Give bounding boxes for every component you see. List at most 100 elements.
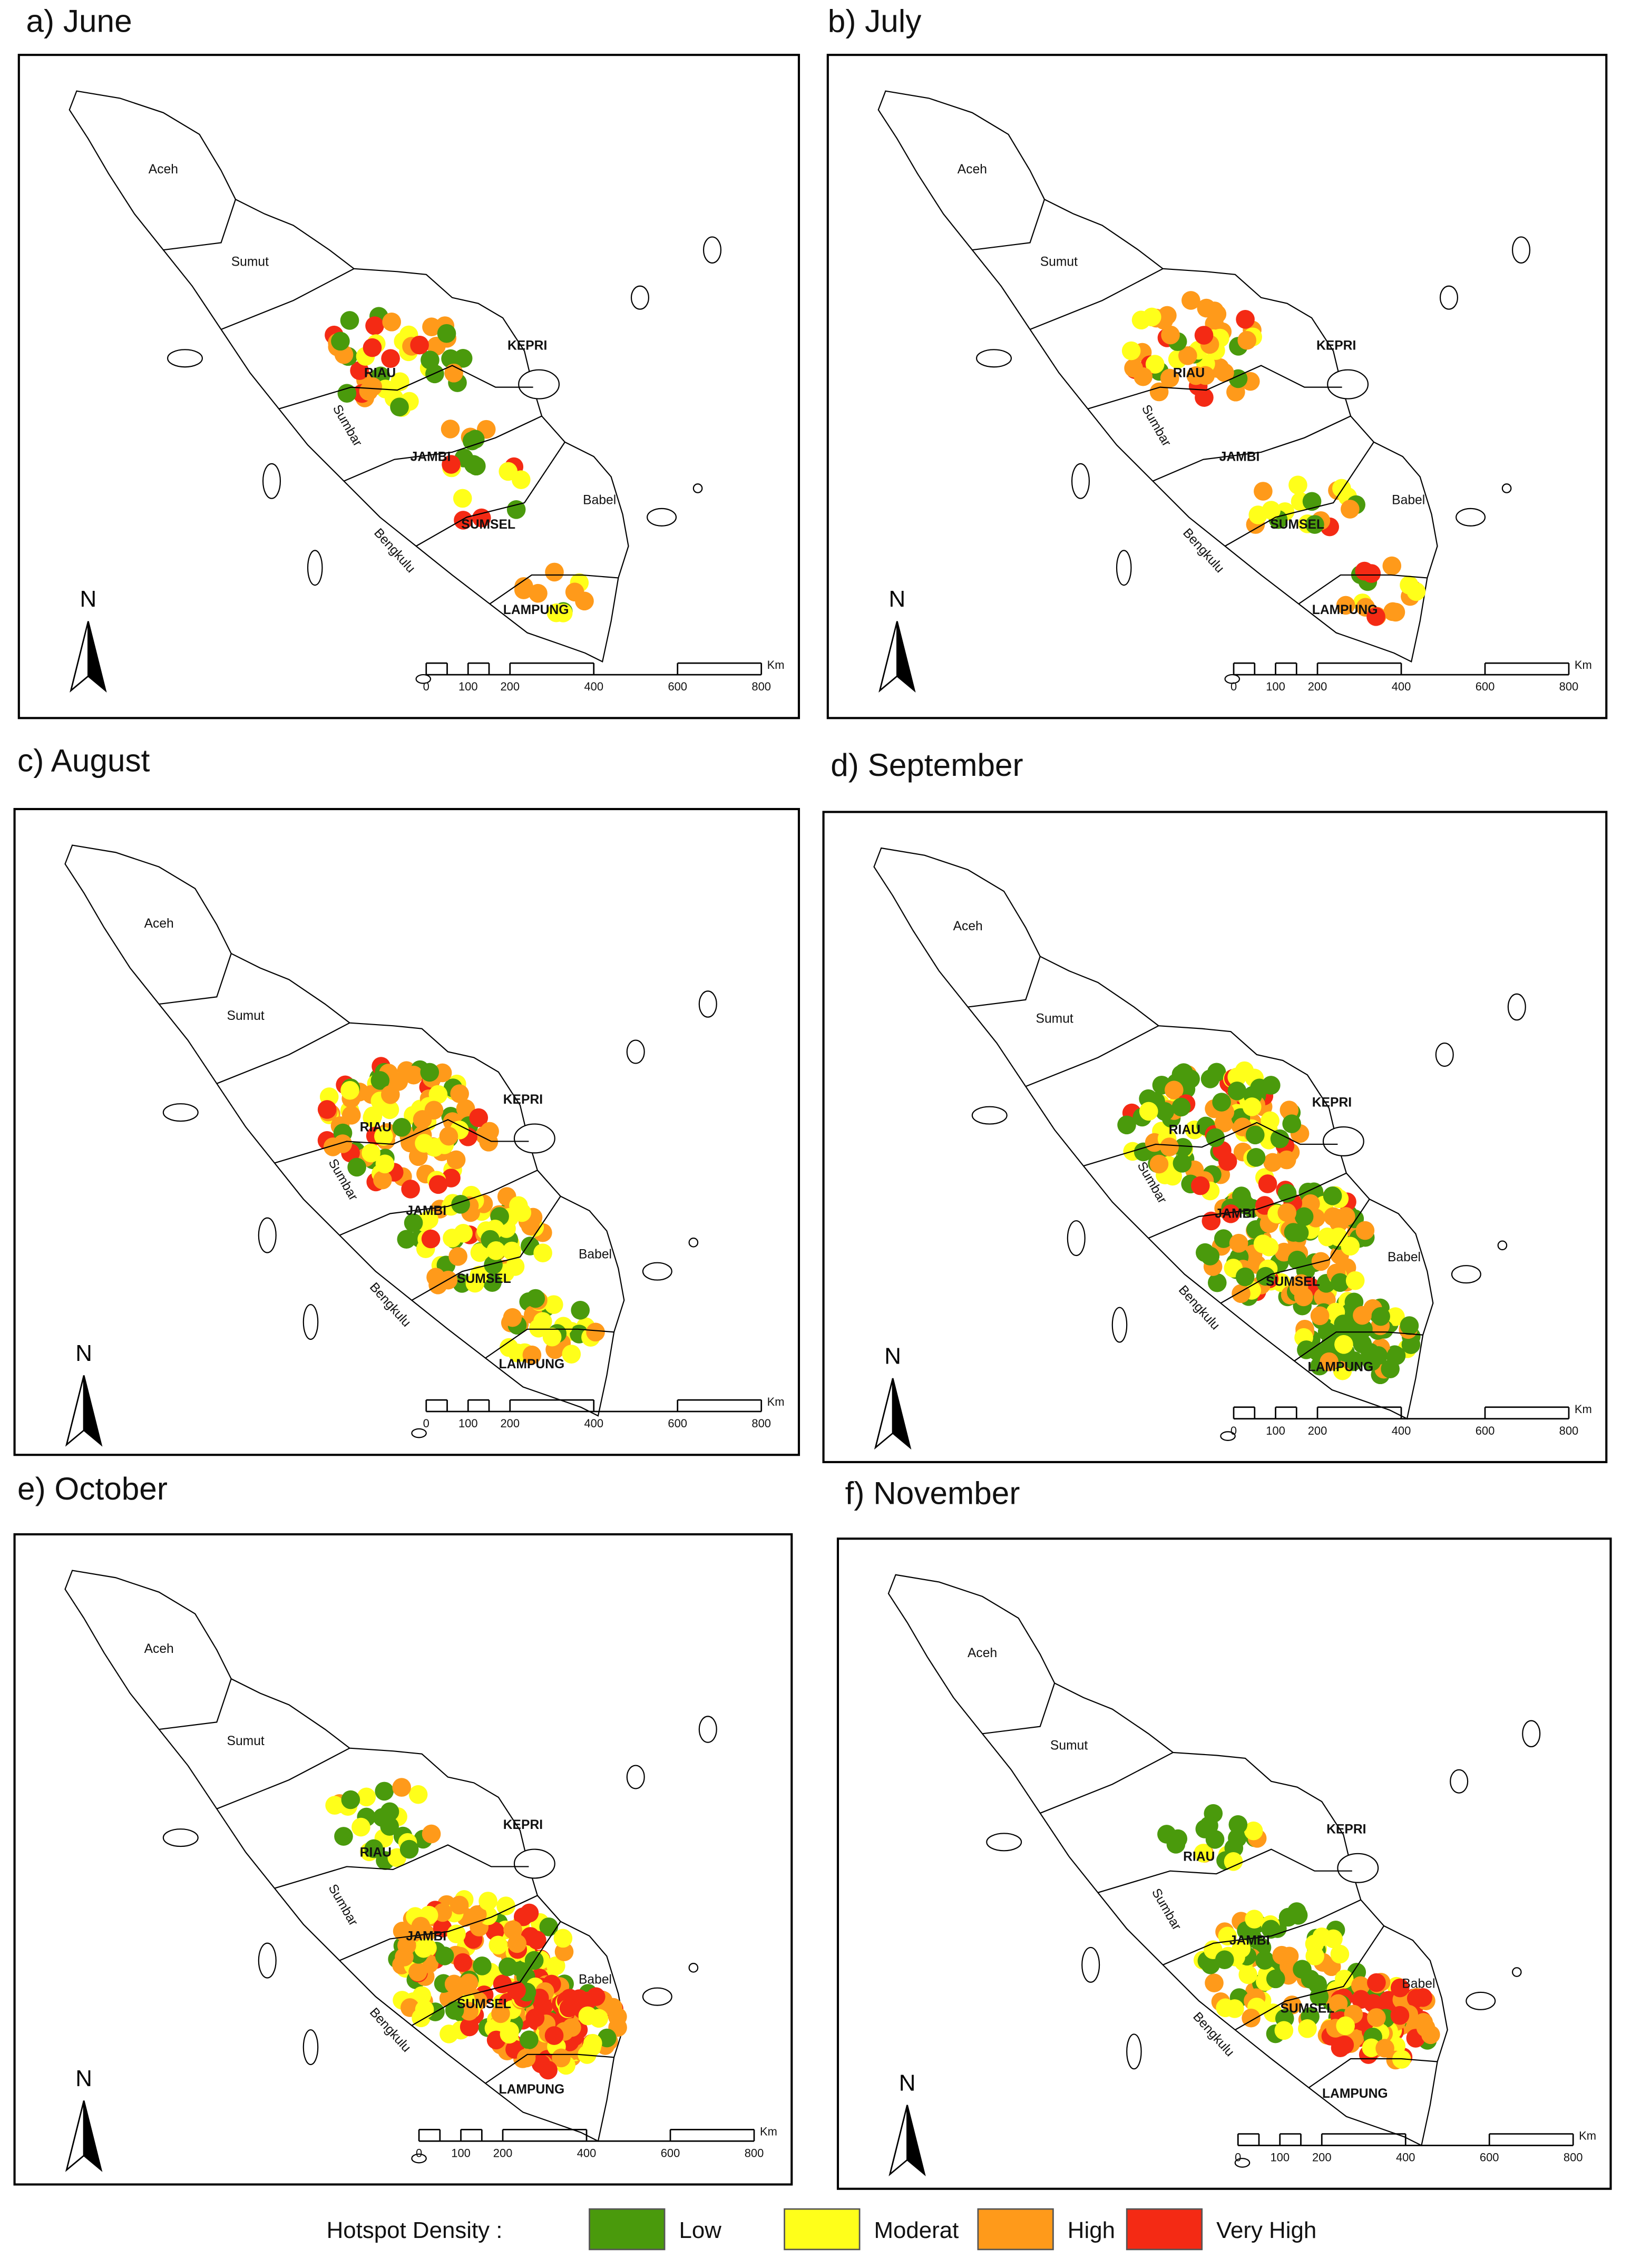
hotspot	[1245, 1910, 1264, 1929]
small-island	[976, 349, 1012, 368]
hotspot	[433, 1903, 452, 1922]
hotspot	[1336, 596, 1355, 615]
hotspot	[1165, 1081, 1184, 1099]
hotspot	[1379, 1991, 1398, 2010]
hotspot	[507, 1981, 526, 2000]
small-island	[971, 1106, 1008, 1125]
hotspot	[1263, 1153, 1282, 1172]
map-panel: AcehSumutRIAUKEPRISumbarJAMBIBabelSUMSEL…	[17, 54, 800, 719]
hotspot	[544, 2026, 564, 2045]
hotspot	[1390, 2006, 1410, 2025]
hotspot	[1401, 1335, 1421, 1354]
hotspot	[544, 1295, 563, 1314]
hotspot	[1305, 515, 1324, 534]
hotspot	[399, 1839, 419, 1859]
small-island	[1234, 2158, 1251, 2168]
hotspot	[554, 1942, 574, 1961]
hotspot	[1206, 1128, 1225, 1147]
hotspot	[401, 1180, 420, 1199]
hotspot	[467, 1905, 487, 1924]
small-island	[692, 483, 703, 493]
north-arrow	[892, 1378, 912, 1450]
hotspot	[1171, 1097, 1191, 1117]
small-island	[1337, 1853, 1379, 1883]
province-border	[216, 1747, 350, 1809]
legend-swatch	[1126, 2208, 1203, 2251]
hotspot	[375, 1154, 395, 1174]
panel-title: b) July	[828, 3, 922, 38]
hotspot	[331, 332, 350, 351]
north-arrow	[906, 2105, 926, 2177]
hotspot	[428, 1175, 448, 1194]
hotspot	[1160, 368, 1179, 388]
region-label: JAMBI	[1215, 1207, 1255, 1221]
hotspot	[1375, 2039, 1394, 2058]
region-label: RIAU	[1169, 1123, 1200, 1137]
north-label: N	[80, 586, 97, 612]
north-label: N	[899, 2070, 916, 2096]
hotspot	[397, 1230, 416, 1249]
region-label: Sumut	[1036, 1012, 1073, 1026]
province-border	[1163, 1899, 1361, 1965]
province-border	[1083, 1122, 1338, 1167]
hotspot	[1181, 291, 1200, 310]
hotspot	[598, 2028, 617, 2048]
hotspot	[1200, 1247, 1220, 1266]
hotspot	[1329, 1994, 1348, 2013]
small-island	[1511, 236, 1531, 264]
province-border	[1235, 1925, 1385, 2031]
scale-label: 800	[751, 1417, 771, 1430]
hotspot	[460, 2002, 479, 2021]
small-island	[626, 1765, 645, 1789]
scale-label: 400	[1396, 2151, 1415, 2164]
scale-label: 400	[584, 680, 603, 693]
small-island	[702, 236, 722, 264]
hotspot	[450, 1895, 469, 1915]
hotspot	[553, 1929, 573, 1948]
hotspot	[1310, 1306, 1330, 1326]
region-label: Sumut	[227, 1734, 265, 1748]
hotspot	[1245, 1125, 1265, 1145]
map-panel: AcehSumutRIAUKEPRISumbarJAMBIBabelSUMSEL…	[836, 1537, 1612, 2190]
hotspot	[1386, 1346, 1406, 1365]
hotspot	[1277, 1184, 1297, 1203]
scale-unit: Km	[767, 658, 785, 671]
hotspot	[363, 1108, 382, 1127]
region-label: Babel	[1388, 1250, 1421, 1264]
province-border	[968, 956, 1041, 1008]
scale-label: 200	[493, 2146, 513, 2159]
hotspot	[1277, 1150, 1296, 1170]
region-label: KEPRI	[507, 338, 547, 353]
hotspot	[347, 1157, 366, 1177]
hotspot	[392, 1118, 412, 1137]
small-island	[1081, 1946, 1100, 1983]
province-border	[1040, 1751, 1174, 1814]
hotspot	[340, 311, 359, 330]
scale-unit: Km	[1575, 658, 1592, 671]
region-label: KEPRI	[1316, 338, 1356, 353]
hotspot	[460, 2017, 479, 2037]
small-island	[986, 1833, 1022, 1852]
hotspot	[362, 1143, 380, 1163]
hotspot	[505, 1257, 525, 1276]
hotspot	[578, 2045, 597, 2064]
hotspot	[1305, 1946, 1324, 1965]
hotspot	[447, 1924, 466, 1944]
north-arrow	[83, 1375, 103, 1447]
small-island	[1450, 1769, 1469, 1794]
hotspot	[1294, 1287, 1313, 1307]
hotspot	[404, 1065, 423, 1085]
region-label: LAMPUNG	[503, 603, 569, 617]
small-island	[1220, 1431, 1236, 1441]
scale-label: 800	[1559, 1424, 1579, 1437]
region-label: SUMSEL	[457, 1272, 511, 1286]
hotspot	[1259, 1237, 1279, 1257]
province-border	[1298, 574, 1428, 605]
province-border	[339, 1170, 538, 1236]
hotspot	[1334, 1315, 1353, 1333]
small-island	[1507, 993, 1526, 1021]
province-border	[416, 442, 565, 547]
hotspot	[1386, 602, 1405, 622]
hotspot	[529, 583, 548, 603]
region-label: Babel	[1392, 493, 1425, 508]
